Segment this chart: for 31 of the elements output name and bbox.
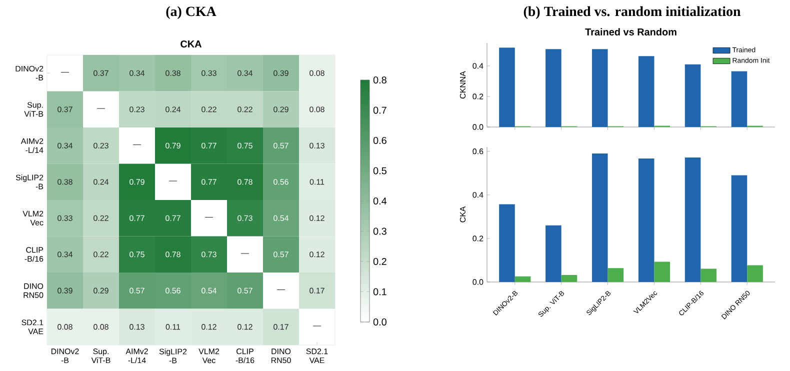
bar — [731, 175, 748, 282]
bar — [731, 71, 748, 127]
bar — [499, 204, 515, 282]
bar — [638, 158, 654, 282]
bar — [747, 265, 763, 282]
bar — [592, 154, 608, 282]
bar — [654, 262, 670, 282]
chart-subtitle: Trained vs Random — [585, 28, 676, 36]
color-bar-label: 0.7 — [373, 106, 386, 114]
bar — [608, 268, 624, 282]
bar — [684, 64, 701, 127]
bar — [700, 268, 716, 282]
color-bar-label: 0.6 — [373, 136, 386, 144]
chart-title: (b) Trained vs. random initialization — [524, 6, 741, 19]
bar — [592, 49, 608, 127]
chart-subtitle: CKA — [180, 40, 202, 48]
bar — [561, 275, 578, 282]
color-bar-label: 0.8 — [373, 76, 386, 84]
color-bar-label: 0.0 — [373, 318, 386, 326]
color-bar-label: 0.2 — [373, 258, 386, 266]
chart-title: (a) CKA — [166, 6, 216, 19]
color-bar-label: 0.4 — [373, 197, 387, 205]
color-bar-label: 0.3 — [373, 228, 386, 235]
bar — [546, 225, 562, 282]
bar — [684, 157, 701, 282]
bar — [638, 56, 654, 127]
bar — [514, 276, 531, 282]
bar — [546, 49, 562, 127]
bar — [499, 48, 515, 127]
color-bar-label: 0.5 — [373, 167, 386, 174]
color-bar-label: 0.1 — [373, 288, 386, 296]
